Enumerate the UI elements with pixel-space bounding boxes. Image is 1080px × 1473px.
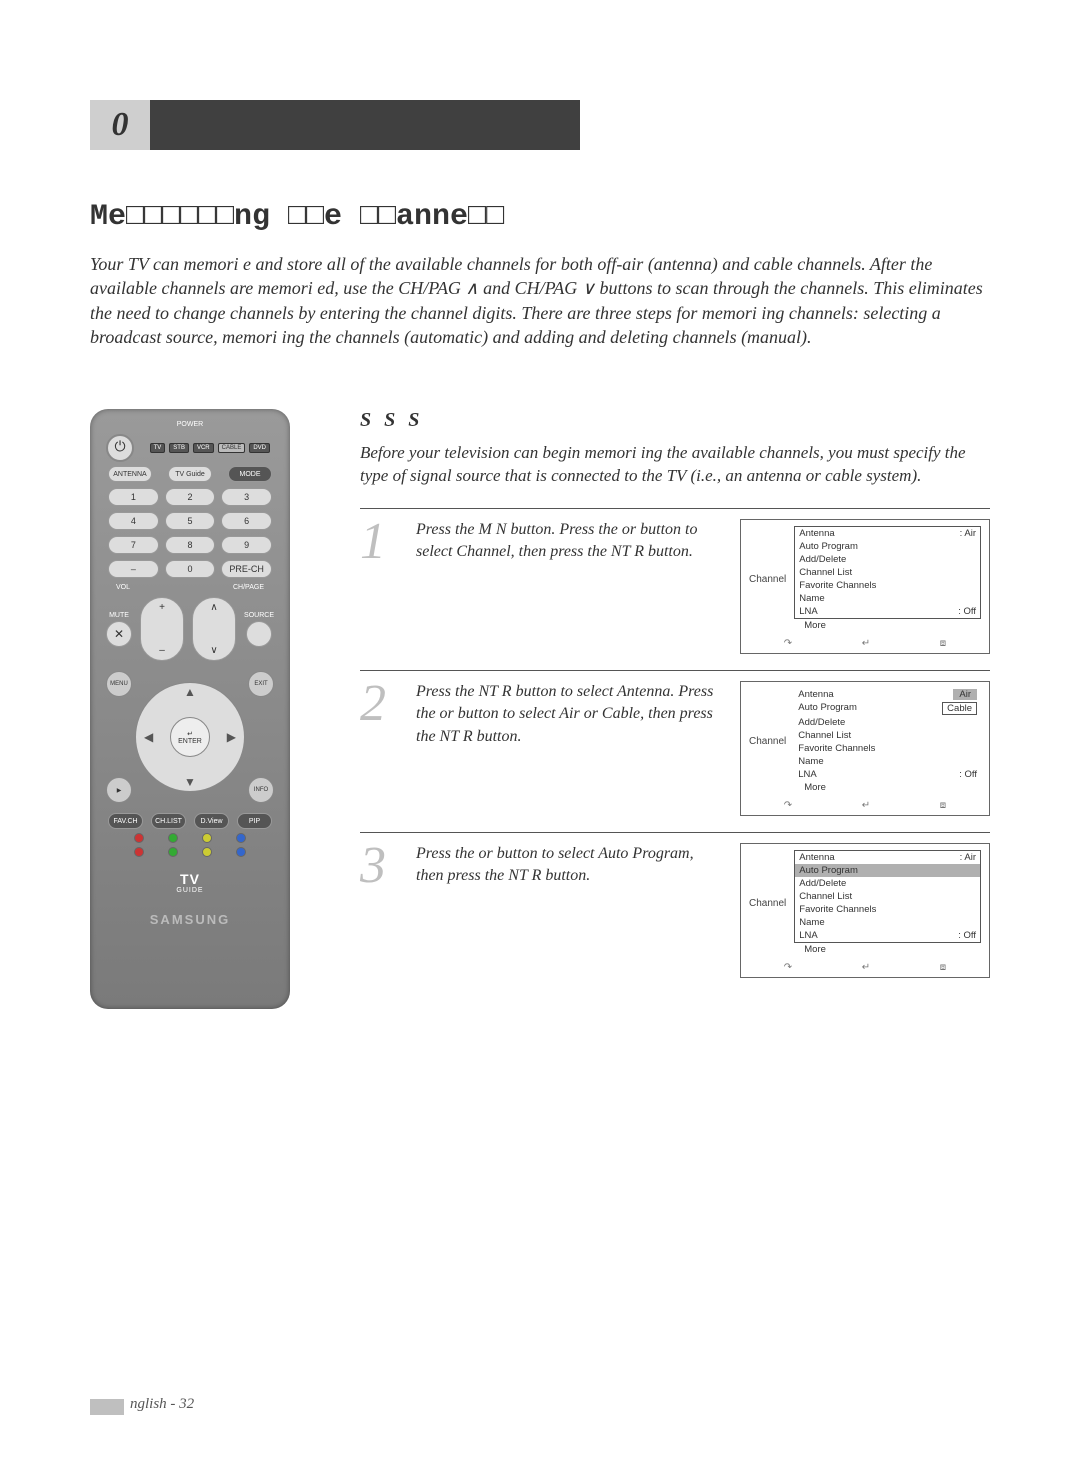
mode-dvd[interactable]: DVD (249, 443, 270, 453)
dpad-right[interactable]: ▶ (227, 730, 236, 744)
power-label: POWER (102, 421, 278, 428)
remote-control: POWER ⏻ TV STB VCR CABLE DVD ANTENNA TV … (90, 409, 290, 1009)
step-3: 3 Press the or button to select Auto Pro… (360, 832, 990, 994)
num-7[interactable]: 7 (108, 536, 159, 554)
num-8[interactable]: 8 (165, 536, 216, 554)
mode-button[interactable]: MODE (228, 466, 272, 482)
dview-button[interactable]: D.View (194, 813, 229, 829)
blue-dot[interactable] (236, 833, 246, 843)
source-label: SOURCE (244, 612, 274, 619)
exit-button[interactable]: EXIT (248, 671, 274, 697)
yellow-dot-2[interactable] (202, 847, 212, 857)
favch-button[interactable]: FAV.CH (108, 813, 143, 829)
chapter-marker-box: 0 (90, 100, 150, 150)
blue-dot-2[interactable] (236, 847, 246, 857)
play-button[interactable]: ▶ (106, 777, 132, 803)
dpad-left[interactable]: ◀ (144, 730, 153, 744)
num-3[interactable]: 3 (221, 488, 272, 506)
page-title: Me□□□□□□ng □□e □□anne□□ (90, 200, 990, 234)
content-row: POWER ⏻ TV STB VCR CABLE DVD ANTENNA TV … (90, 409, 990, 1009)
red-dot-2[interactable] (134, 847, 144, 857)
section-intro: Before your television can begin memori … (360, 442, 990, 488)
mute-button[interactable]: ✕ (106, 621, 132, 647)
num-0[interactable]: 0 (165, 560, 216, 578)
enter-button[interactable]: ↵ ENTER (170, 717, 210, 757)
page: 0 Me□□□□□□ng □□e □□anne□□ Your TV can me… (0, 0, 1080, 1473)
yellow-dot[interactable] (202, 833, 212, 843)
osd-footer: ↷ ↵ ⧈ (749, 638, 981, 649)
num-4[interactable]: 4 (108, 512, 159, 530)
ch-rocker[interactable]: ∧∨ (192, 597, 236, 661)
pip-button[interactable]: PIP (237, 813, 272, 829)
opt-cable: Cable (942, 702, 977, 715)
osd-panel-2: Channel AntennaAir Auto ProgramCable Add… (740, 681, 990, 816)
mode-tv[interactable]: TV (150, 443, 166, 453)
dpad-down[interactable]: ▼ (184, 775, 196, 789)
move-icon: ↷ (784, 638, 792, 649)
dpad: ▲ ▼ ◀ ▶ ↵ ENTER MENU EXIT ▶ INFO (102, 667, 278, 807)
osd-tab: Channel (749, 898, 786, 909)
osd-panel-3: Channel Antenna: Air Auto Program Add/De… (740, 843, 990, 978)
instructions-column: S S S Before your television can begin m… (360, 409, 990, 1009)
num-9[interactable]: 9 (221, 536, 272, 554)
ch-label: CH/PAGE (233, 584, 264, 591)
mode-row: TV STB VCR CABLE DVD (150, 443, 270, 453)
osd-footer: ↷ ↵ ⧈ (749, 800, 981, 811)
brand-logo: SAMSUNG (102, 912, 278, 927)
step-2: 2 Press the NT R button to select Antenn… (360, 670, 990, 832)
prech-button[interactable]: PRE-CH (221, 560, 272, 578)
page-number: nglish - 32 (130, 1396, 194, 1413)
step-1-number: 1 (360, 519, 400, 654)
num-6[interactable]: 6 (221, 512, 272, 530)
step-1-text: Press the M N button. Press the or butto… (416, 519, 724, 654)
osd-footer: ↷ ↵ ⧈ (749, 962, 981, 973)
num-5[interactable]: 5 (165, 512, 216, 530)
osd-tab: Channel (749, 574, 786, 585)
chapter-marker: 0 (112, 106, 129, 144)
chapter-title (150, 100, 580, 150)
enter-icon: ↵ (862, 638, 870, 649)
numpad: 1 2 3 4 5 6 7 8 9 – 0 PRE-CH (108, 488, 272, 578)
antenna-button[interactable]: ANTENNA (108, 466, 152, 482)
green-dot-2[interactable] (168, 847, 178, 857)
color-dots-2 (122, 847, 258, 857)
step-2-number: 2 (360, 681, 400, 816)
step-1: 1 Press the M N button. Press the or but… (360, 508, 990, 670)
info-button[interactable]: INFO (248, 777, 274, 803)
num-dash[interactable]: – (108, 560, 159, 578)
color-dots (122, 833, 258, 843)
num-2[interactable]: 2 (165, 488, 216, 506)
vol-label: VOL (116, 584, 130, 591)
vol-rocker[interactable]: +– (140, 597, 184, 661)
osd-panel-1: Channel Antenna: Air Auto Program Add/De… (740, 519, 990, 654)
exit-icon: ⧈ (940, 638, 946, 649)
mode-stb[interactable]: STB (169, 443, 189, 453)
chlist-button[interactable]: CH.LIST (151, 813, 186, 829)
num-1[interactable]: 1 (108, 488, 159, 506)
source-button[interactable] (246, 621, 272, 647)
opt-air: Air (953, 689, 977, 700)
dpad-up[interactable]: ▲ (184, 685, 196, 699)
tvguide-button[interactable]: TV Guide (168, 466, 212, 482)
step-2-text: Press the NT R button to select Antenna.… (416, 681, 724, 816)
mode-cable[interactable]: CABLE (218, 443, 246, 453)
remote-column: POWER ⏻ TV STB VCR CABLE DVD ANTENNA TV … (90, 409, 320, 1009)
menu-button[interactable]: MENU (106, 671, 132, 697)
intro-paragraph: Your TV can memori e and store all of th… (90, 252, 990, 349)
step-3-number: 3 (360, 843, 400, 978)
red-dot[interactable] (134, 833, 144, 843)
osd-tab: Channel (749, 736, 786, 747)
tvguide-logo: TV GUIDE (102, 871, 278, 894)
section-subheading: S S S (360, 409, 990, 432)
mode-vcr[interactable]: VCR (193, 443, 214, 453)
mute-label: MUTE (109, 612, 129, 619)
step-3-text: Press the or button to select Auto Progr… (416, 843, 724, 978)
green-dot[interactable] (168, 833, 178, 843)
chapter-header: 0 (90, 100, 990, 150)
page-num-decor (90, 1399, 124, 1415)
power-button[interactable]: ⏻ (106, 434, 134, 462)
